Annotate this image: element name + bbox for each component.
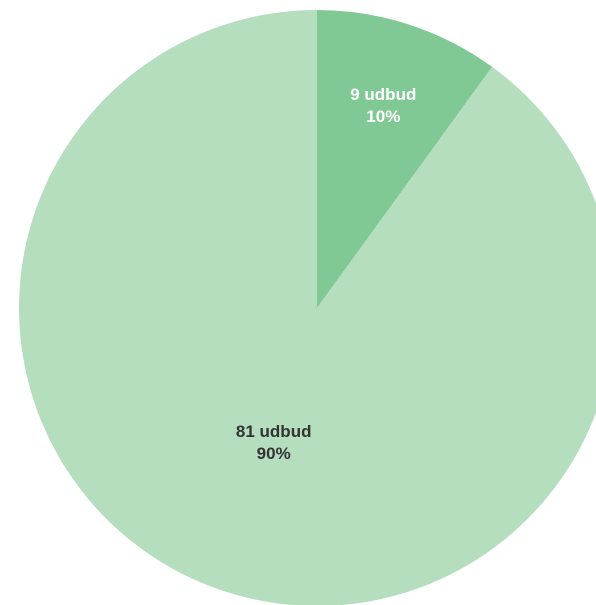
pie-slice-1 — [19, 10, 596, 605]
slice-percent-0: 10% — [366, 107, 400, 126]
slice-percent-1: 90% — [257, 444, 291, 463]
labels-layer: 9 udbud 10% 81 udbud 90% — [236, 85, 416, 463]
slice-label-0: 9 udbud — [350, 85, 416, 104]
slice-label-1: 81 udbud — [236, 422, 312, 441]
slices-layer — [19, 10, 596, 605]
pie-slice-0 — [317, 10, 493, 308]
